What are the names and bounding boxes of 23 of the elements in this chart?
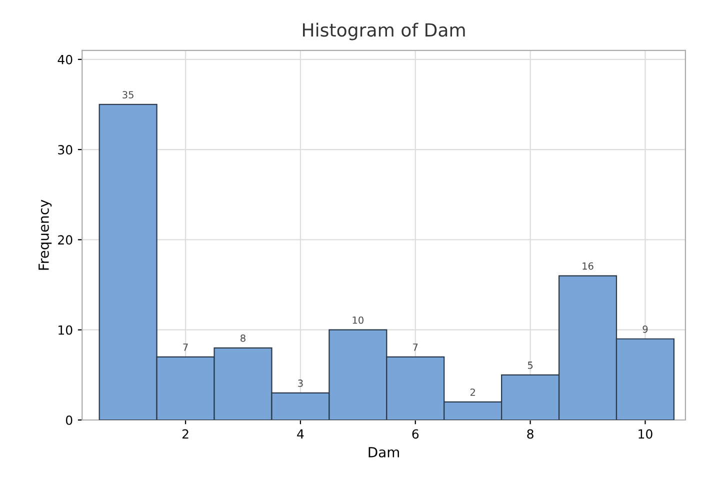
data-label: 8 [240,334,246,342]
data-label: 35 [122,91,134,98]
data-label: 9 [642,325,648,333]
y-tick-label: 40 [58,54,72,64]
data-label: 3 [298,380,303,387]
y-tick-label: 0 [66,415,72,425]
data-label: 7 [413,344,418,351]
data-label: 16 [582,262,594,270]
y-tick-label: 10 [58,325,72,335]
chart-title: Histogram of Dam [303,22,465,40]
data-label: 7 [183,344,188,351]
x-tick-label: 4 [297,429,304,439]
data-label: 5 [528,362,533,369]
x-tick-label: 2 [182,429,188,439]
x-tick-label: 8 [527,429,534,439]
x-axis-title: Dam [368,447,399,458]
x-tick-label: 6 [412,429,419,439]
data-label: 10 [352,316,364,324]
data-label: 2 [470,388,475,396]
y-tick-label: 20 [58,235,72,245]
x-tick-label: 10 [638,429,652,439]
y-axis-title: Frequency [38,200,52,270]
y-tick-label: 30 [58,145,72,154]
